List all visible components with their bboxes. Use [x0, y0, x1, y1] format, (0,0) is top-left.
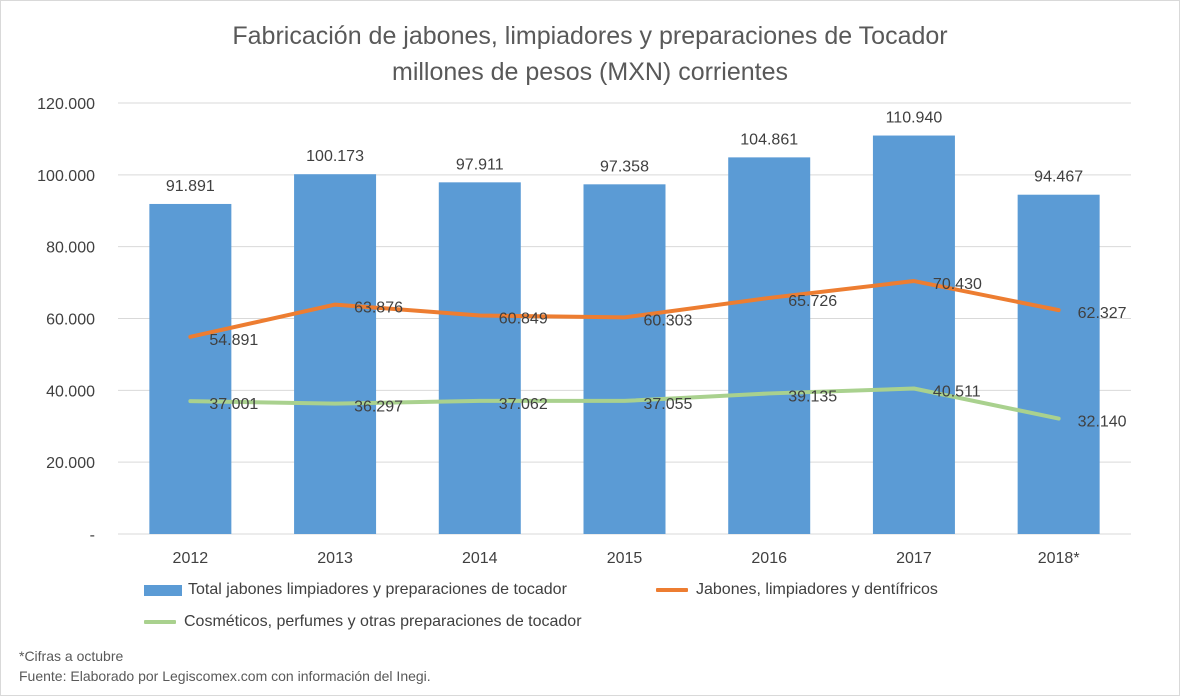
legend-swatch-jabones: [656, 588, 688, 592]
series-line-jabones: [188, 279, 1061, 339]
y-tick-label: 40.000: [46, 383, 95, 400]
bar-data-label: 104.861: [740, 131, 798, 148]
bar: [149, 203, 232, 534]
chart-subtitle: millones de pesos (MXN) corrientes: [392, 58, 788, 86]
line-data-label-cosmeticos: 37.062: [499, 396, 548, 413]
x-tick-label: 2018*: [1038, 550, 1080, 567]
bar: [728, 157, 811, 534]
legend-item-total: Total jabones limpiadores y preparacione…: [144, 579, 567, 601]
legend-item-cosmeticos: Cosméticos, perfumes y otras preparacion…: [144, 611, 582, 633]
series-line-cosmeticos: [188, 386, 1061, 421]
y-tick-label: 80.000: [46, 240, 95, 257]
bar-data-label: 100.173: [306, 148, 364, 165]
bar: [438, 182, 521, 535]
bar-data-label: 97.911: [456, 156, 504, 173]
line-data-label-cosmeticos: 37.055: [644, 396, 693, 413]
y-tick-label: 20.000: [46, 455, 95, 472]
footnote-fuente: Fuente: Elaborado por Legiscomex.com con…: [19, 668, 431, 684]
bar: [583, 184, 666, 534]
line-data-label-jabones: 70.430: [933, 276, 982, 293]
bar: [1017, 194, 1100, 534]
bar-data-label: 97.358: [600, 158, 649, 175]
legend-swatch-cosmeticos: [144, 620, 176, 624]
footnote-cifras: *Cifras a octubre: [19, 648, 124, 664]
bar-data-label: 94.467: [1034, 169, 1083, 186]
line-data-label-jabones: 63.876: [354, 300, 403, 317]
y-tick-label: -: [90, 527, 95, 544]
line-data-label-jabones: 62.327: [1078, 305, 1127, 322]
legend-label-jabones: Jabones, limpiadores y dentífricos: [696, 581, 938, 598]
bar-data-label: 110.940: [886, 110, 943, 127]
line-data-label-cosmeticos: 37.001: [209, 396, 258, 413]
x-tick-label: 2013: [317, 550, 353, 567]
legend-label-cosmeticos: Cosméticos, perfumes y otras preparacion…: [184, 613, 582, 630]
bar: [872, 135, 955, 534]
line-data-label-jabones: 54.891: [209, 332, 258, 349]
legend-swatch-total: [144, 584, 182, 596]
line-data-label-jabones: 65.726: [788, 293, 837, 310]
legend-label-total: Total jabones limpiadores y preparacione…: [188, 581, 567, 598]
y-tick-label: 100.000: [37, 168, 95, 185]
x-tick-label: 2015: [607, 550, 643, 567]
y-tick-label: 120.000: [37, 96, 95, 113]
y-tick-label: 60.000: [46, 312, 95, 329]
x-tick-label: 2016: [751, 550, 787, 567]
line-data-label-jabones: 60.303: [644, 312, 693, 329]
x-tick-label: 2012: [173, 550, 209, 567]
x-tick-label: 2017: [896, 550, 932, 567]
line-data-label-jabones: 60.849: [499, 310, 548, 327]
line-data-label-cosmeticos: 39.135: [788, 388, 837, 405]
bar: [294, 174, 377, 534]
chart-title: Fabricación de jabones, limpiadores y pr…: [232, 22, 948, 50]
line-data-label-cosmeticos: 40.511: [933, 383, 981, 400]
bar-data-label: 91.891: [166, 178, 215, 195]
x-tick-label: 2014: [462, 550, 498, 567]
line-data-label-cosmeticos: 36.297: [354, 399, 403, 416]
legend-item-jabones: Jabones, limpiadores y dentífricos: [656, 579, 938, 601]
line-data-label-cosmeticos: 32.140: [1078, 414, 1127, 431]
